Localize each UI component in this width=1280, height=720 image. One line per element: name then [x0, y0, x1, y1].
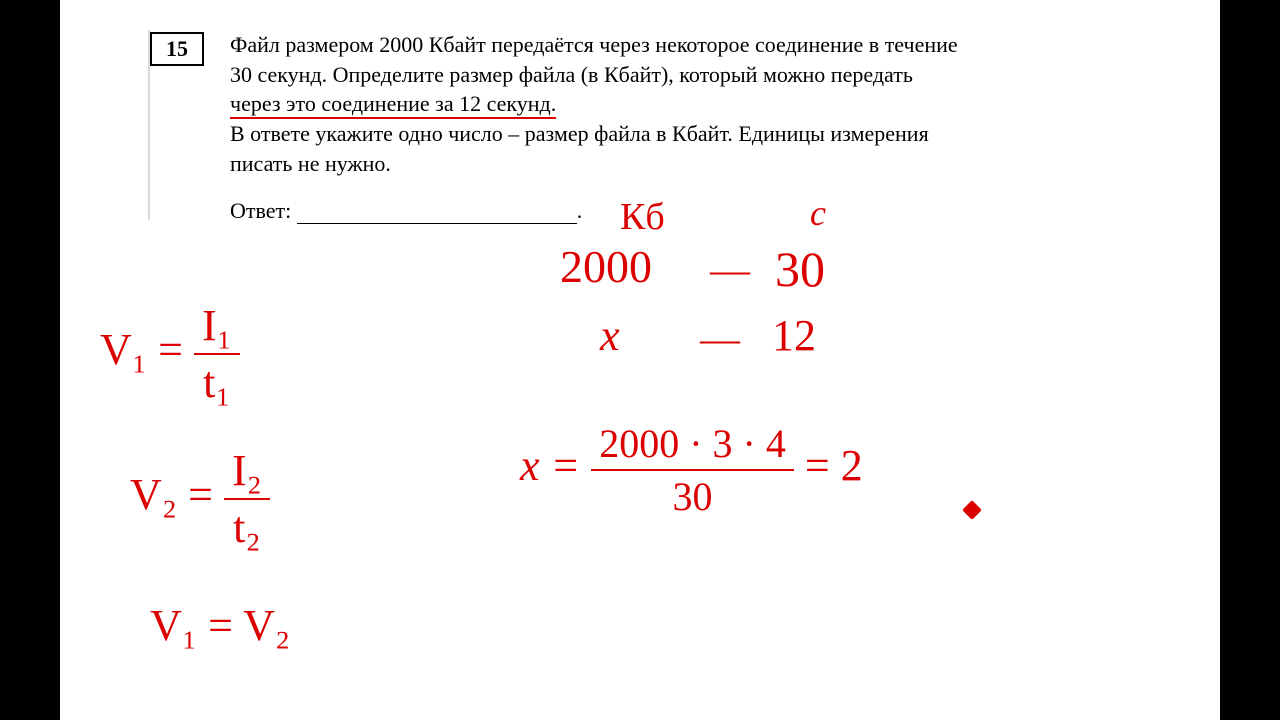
hand-v2-label: V₂ = — [130, 470, 213, 519]
hand-dash-2: — — [700, 315, 740, 362]
hand-v2-den: t₂ — [224, 500, 270, 553]
hand-v2-num: I₂ — [224, 445, 270, 500]
problem-statement: Файл размером 2000 Кбайт передаётся чере… — [230, 30, 1150, 178]
hand-v-equal: V₁ = V₂ — [150, 600, 290, 651]
hand-v1-den: t₁ — [194, 355, 240, 408]
hand-c-label: с — [810, 192, 826, 234]
answer-period: . — [577, 198, 583, 223]
hand-x-eq-label: x = — [520, 441, 580, 490]
hand-x-den: 30 — [591, 471, 794, 520]
hand-v1-label: V₁ = — [100, 325, 183, 374]
answer-blank[interactable] — [297, 199, 577, 224]
hand-x-num: 2000 · 3 · 4 — [591, 420, 794, 471]
hand-kb-label: Кб — [620, 195, 665, 239]
hand-v1-frac: I₁ t₁ — [194, 300, 240, 408]
hand-2000: 2000 — [560, 240, 652, 293]
hand-12: 12 — [772, 310, 816, 361]
text-line-3-underlined: через это соединение за 12 секунд. — [230, 91, 556, 119]
hand-x-solution: x = 2000 · 3 · 4 30 = 2 — [520, 420, 863, 520]
hand-dash-1: — — [710, 246, 750, 293]
answer-row: Ответ: . — [230, 198, 1150, 224]
page: 15 Файл размером 2000 Кбайт передаётся ч… — [60, 0, 1220, 720]
hand-eq-tail: = 2 — [805, 441, 863, 490]
hand-x: x — [600, 310, 620, 361]
hand-v2-eq: V₂ = I₂ t₂ — [130, 445, 270, 553]
text-line-5: писать не нужно. — [230, 151, 391, 176]
hand-v1-num: I₁ — [194, 300, 240, 355]
hand-v2-frac: I₂ t₂ — [224, 445, 270, 553]
answer-label: Ответ: — [230, 198, 291, 223]
hand-30: 30 — [775, 240, 825, 298]
hand-x-frac: 2000 · 3 · 4 30 — [591, 420, 794, 520]
text-line-2: 30 секунд. Определите размер файла (в Кб… — [230, 62, 913, 87]
hand-v1-eq: V₁ = I₁ t₁ — [100, 300, 240, 408]
text-line-1: Файл размером 2000 Кбайт передаётся чере… — [230, 32, 958, 57]
text-line-4: В ответе укажите одно число – размер фай… — [230, 121, 929, 146]
cursor-dot-icon — [962, 500, 982, 520]
problem-number: 15 — [150, 32, 204, 66]
